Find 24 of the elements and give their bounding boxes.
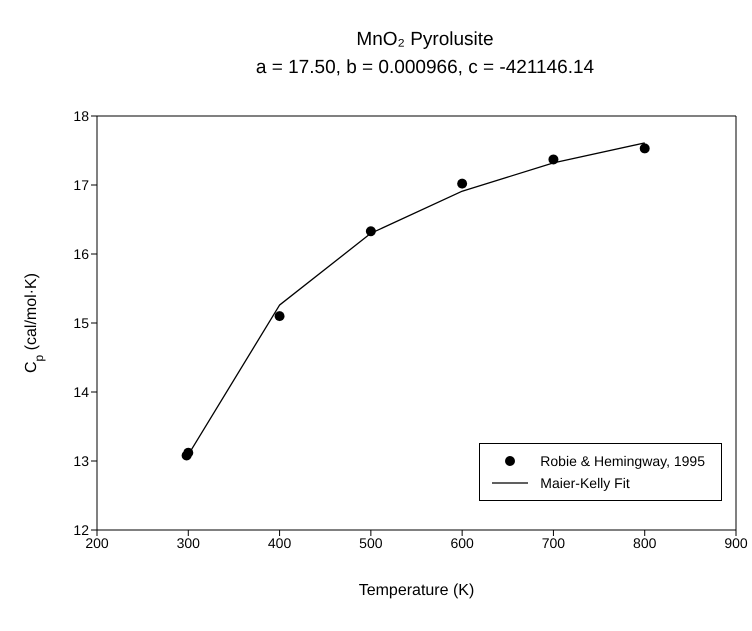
y-tick-label: 13: [73, 452, 90, 469]
x-tick-label: 900: [724, 534, 748, 551]
y-tick-label: 18: [73, 108, 90, 124]
y-tick-label: 14: [73, 384, 90, 400]
x-axis-title: Temperature (K): [358, 582, 474, 599]
legend-label: Maier-Kelly Fit: [540, 475, 630, 491]
x-tick-label: 300: [176, 534, 200, 551]
y-tick-label: 17: [73, 176, 90, 193]
legend-label: Robie & Hemingway, 1995: [540, 453, 705, 469]
point: [366, 226, 376, 236]
point: [640, 143, 650, 154]
x-tick-label: 400: [268, 534, 292, 551]
point: [274, 311, 285, 322]
x-tick-label: 800: [633, 534, 657, 551]
point: [183, 448, 194, 458]
y-tick-label: 16: [73, 246, 90, 262]
point: [548, 154, 558, 164]
point: [457, 178, 468, 189]
y-tick-label: 15: [73, 314, 90, 331]
x-tick-label: 600: [450, 534, 474, 551]
x-tick-label: 700: [542, 534, 566, 551]
x-tick-label: 500: [359, 534, 383, 551]
chart-title: MnO₂ Pyrolusite: [355, 28, 495, 52]
chart-subtitle: a = 17.50, b = 0.000966, c = -421146.14: [254, 56, 596, 80]
